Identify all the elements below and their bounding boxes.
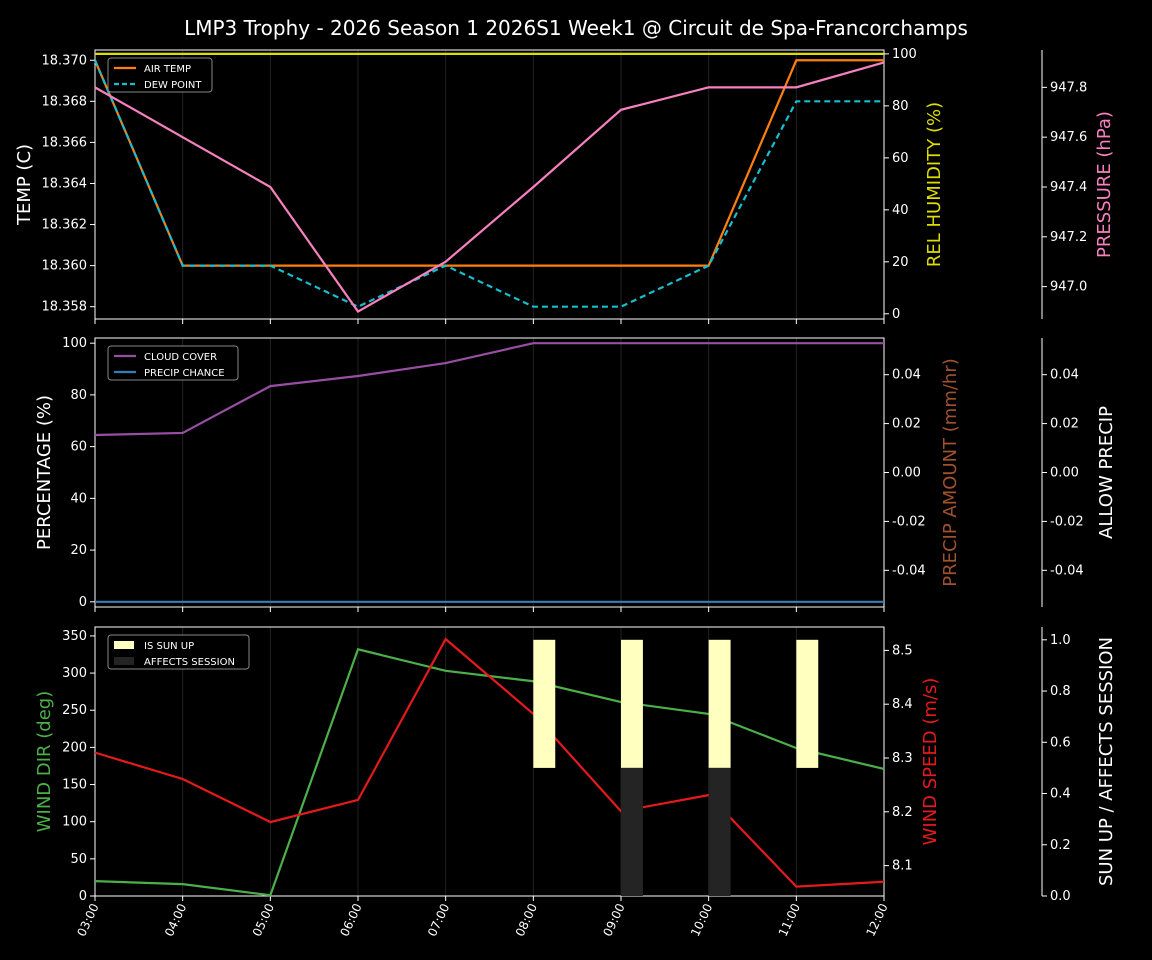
left-axis-label: PERCENTAGE (%) xyxy=(34,395,55,550)
y-tick-label: 250 xyxy=(62,703,87,718)
chart-title: LMP3 Trophy - 2026 Season 1 2026S1 Week1… xyxy=(184,16,968,40)
y-tick-label: 80 xyxy=(70,388,87,403)
y-tick-label: 8.2 xyxy=(892,805,913,820)
y-tick-label: 0.0 xyxy=(1050,889,1071,904)
y-tick-label: 0.4 xyxy=(1050,787,1071,802)
y-tick-label: 8.3 xyxy=(892,751,913,766)
y-tick-label: 947.6 xyxy=(1050,130,1087,145)
legend xyxy=(107,345,239,381)
y-tick-label: 350 xyxy=(62,629,87,644)
y-tick-label: 40 xyxy=(892,203,909,218)
cloud-cover-line xyxy=(94,342,884,437)
y-tick-label: 40 xyxy=(70,491,87,506)
y-tick-label: 0.00 xyxy=(892,466,921,481)
y-tick-label: -0.02 xyxy=(1050,514,1084,529)
legend-entry: PRECIP CHANCE xyxy=(144,368,225,379)
y-tick-label: 60 xyxy=(892,151,909,166)
y-tick-label: 20 xyxy=(892,255,909,270)
affects-session-swatch xyxy=(114,657,134,665)
y-tick-label: 947.0 xyxy=(1050,280,1087,295)
y-tick-label: 0.04 xyxy=(1050,368,1079,383)
y-tick-label: 50 xyxy=(70,852,87,867)
y-tick-label: 80 xyxy=(892,99,909,114)
air-temp-line xyxy=(93,59,884,267)
y-tick-label: 0 xyxy=(892,307,900,322)
pressure-line xyxy=(94,61,885,313)
right2-axis-label: ALLOW PRECIP xyxy=(1096,406,1117,539)
dew-point-line xyxy=(93,59,884,308)
y-tick-label: 60 xyxy=(70,440,87,455)
plot-frame xyxy=(94,49,885,320)
legend-entry: IS SUN UP xyxy=(144,641,194,652)
y-tick-label: 18.362 xyxy=(42,218,88,233)
y-tick-label: 100 xyxy=(892,47,917,62)
y-tick-label: 300 xyxy=(62,666,87,681)
y-tick-label: 0 xyxy=(79,889,87,904)
affects-session-bar xyxy=(621,767,643,896)
y-tick-label: 0.8 xyxy=(1050,684,1071,699)
sun-up-bar xyxy=(796,639,819,768)
y-tick-label: 18.358 xyxy=(42,300,88,315)
right1-axis-label: REL HUMIDITY (%) xyxy=(924,102,945,267)
affects-session-bar xyxy=(708,767,731,896)
sun-up-bar xyxy=(533,639,556,768)
legend-entry: AFFECTS SESSION xyxy=(144,657,235,668)
y-tick-label: -0.04 xyxy=(1050,563,1084,578)
sun-up-swatch xyxy=(114,641,134,649)
wind-speed-line xyxy=(94,637,885,888)
y-tick-label: 18.360 xyxy=(42,259,88,274)
legend-entry: AIR TEMP xyxy=(144,64,191,75)
y-tick-label: 18.368 xyxy=(42,94,88,109)
y-tick-label: 18.364 xyxy=(42,176,88,191)
y-tick-label: 8.5 xyxy=(892,643,913,658)
y-tick-label: -0.04 xyxy=(892,563,926,578)
y-tick-label: 0.02 xyxy=(1050,417,1079,432)
y-tick-label: 947.8 xyxy=(1050,80,1087,95)
y-tick-label: 0 xyxy=(79,595,87,610)
sun-up-bar xyxy=(621,639,643,768)
y-tick-label: 0.00 xyxy=(1050,466,1079,481)
right1-axis-label: PRECIP AMOUNT (mm/hr) xyxy=(940,358,961,587)
right2-axis-label: PRESSURE (hPa) xyxy=(1094,111,1115,258)
right2-axis-label: SUN UP / AFFECTS SESSION xyxy=(1096,637,1117,886)
y-tick-label: 100 xyxy=(62,815,87,830)
left-axis-label: TEMP (C) xyxy=(14,144,35,226)
y-tick-label: 8.1 xyxy=(892,859,913,874)
y-tick-label: 0.2 xyxy=(1050,838,1071,853)
y-tick-label: 100 xyxy=(62,336,87,351)
y-tick-label: -0.02 xyxy=(892,514,926,529)
y-tick-label: 150 xyxy=(62,778,87,793)
plot-frame xyxy=(94,626,885,897)
right1-axis-label: WIND SPEED (m/s) xyxy=(920,678,941,846)
y-tick-label: 20 xyxy=(70,543,87,558)
y-tick-label: 0.6 xyxy=(1050,735,1071,750)
legend xyxy=(107,634,250,670)
y-tick-label: 200 xyxy=(62,740,87,755)
y-tick-label: 18.366 xyxy=(42,135,88,150)
y-tick-label: 1.0 xyxy=(1050,633,1071,648)
y-tick-label: 8.4 xyxy=(892,697,913,712)
legend-entry: DEW POINT xyxy=(144,80,202,91)
y-tick-label: 947.4 xyxy=(1050,180,1087,195)
y-tick-label: 0.02 xyxy=(892,417,921,432)
left-axis-label: WIND DIR (deg) xyxy=(34,691,55,833)
sun-up-bar xyxy=(708,639,731,768)
y-tick-label: 947.2 xyxy=(1050,230,1087,245)
y-tick-label: 18.370 xyxy=(42,53,88,68)
y-tick-label: 0.04 xyxy=(892,368,921,383)
legend-entry: CLOUD COVER xyxy=(144,352,217,363)
